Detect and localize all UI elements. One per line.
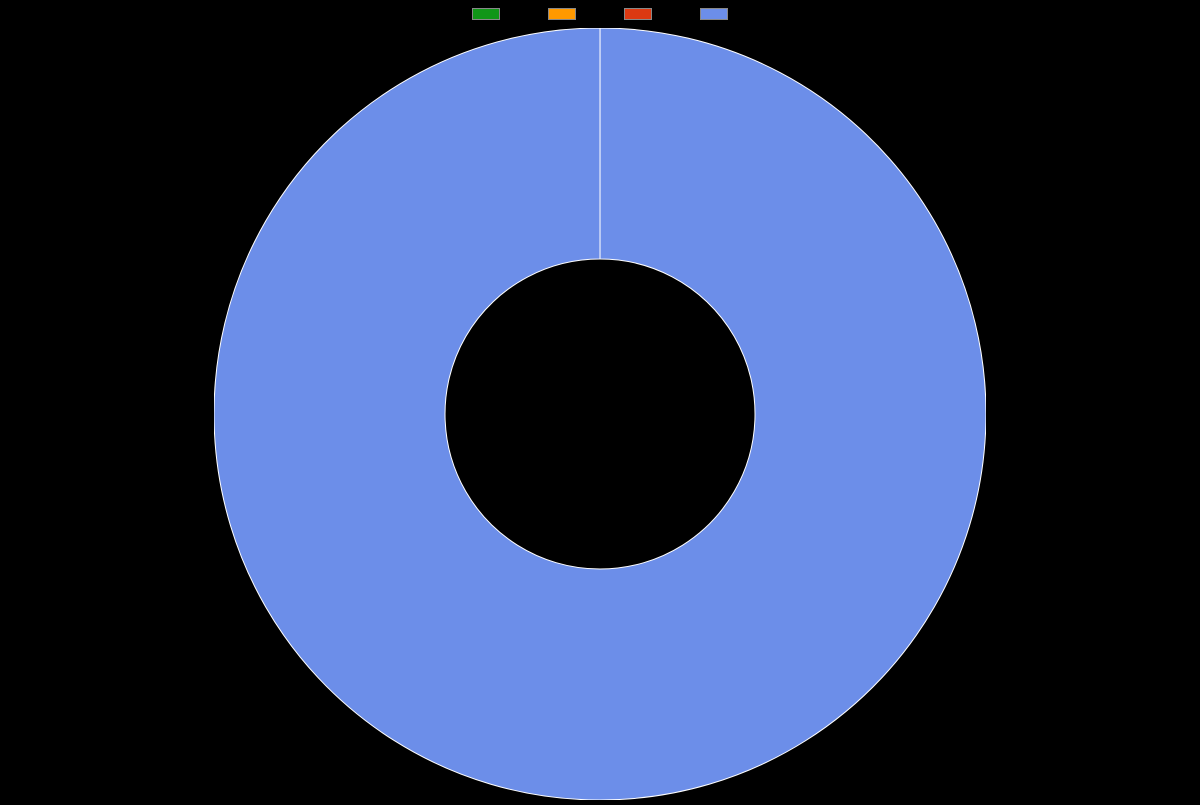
donut-slice-4[interactable] bbox=[214, 28, 986, 800]
chart-legend bbox=[472, 8, 728, 20]
donut-chart-svg bbox=[214, 28, 986, 800]
legend-swatch-2 bbox=[548, 8, 576, 20]
legend-item-4[interactable] bbox=[700, 8, 728, 20]
donut-chart bbox=[214, 28, 986, 800]
legend-swatch-4 bbox=[700, 8, 728, 20]
legend-item-3[interactable] bbox=[624, 8, 652, 20]
legend-item-1[interactable] bbox=[472, 8, 500, 20]
legend-swatch-3 bbox=[624, 8, 652, 20]
legend-item-2[interactable] bbox=[548, 8, 576, 20]
legend-swatch-1 bbox=[472, 8, 500, 20]
